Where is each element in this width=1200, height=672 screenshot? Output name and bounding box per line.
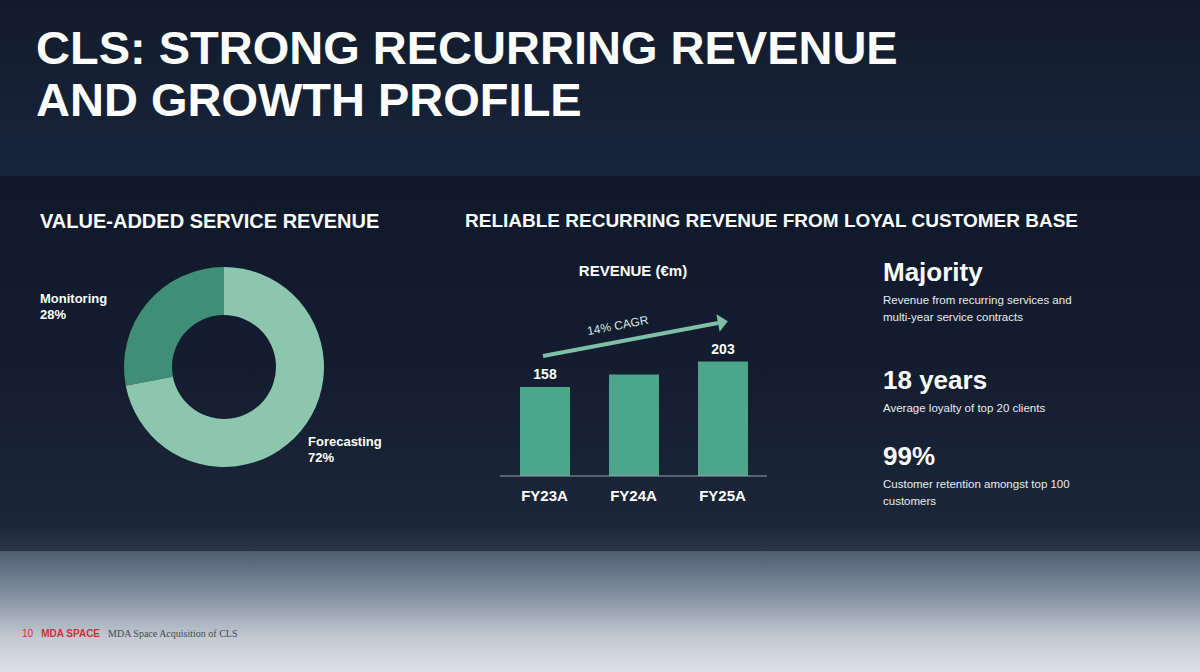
html-text:CLS: STRONG RECURRING REVENUE: CLS: STRONG RECURRING REVENUE [36,21,898,74]
html-text:RELIABLE RECURRING REVENUE FRO: RELIABLE RECURRING REVENUE FROM LOYAL CU… [465,210,1078,231]
html-text:Revenue from recurring service: Revenue from recurring services and mult… [883,294,1072,323]
html-text:AND GROWTH PROFILE: AND GROWTH PROFILE [36,73,582,126]
html-text:MDA Space Acquisition of CLS: MDA Space Acquisition of CLS [108,628,238,639]
html-text:Forecasting: Forecasting [308,434,382,449]
svg-text:FY25A: FY25A [699,487,746,504]
html-text:Monitoring: Monitoring [40,291,108,306]
svg-text:FY24A: FY24A [610,487,657,504]
html-text:Majority: Majority [883,257,983,287]
svg-text:158: 158 [533,366,557,382]
svg-text:14% CAGR: 14% CAGR [586,313,650,338]
html-text:28%: 28% [40,307,66,322]
html-text:18 years: 18 years [883,365,988,395]
html-text:VALUE-ADDED SERVICE REVENUE: VALUE-ADDED SERVICE REVENUE [40,210,380,232]
html-text:MDA SPACE: MDA SPACE [41,628,100,639]
html-text:10: 10 [22,628,34,639]
svg-text:203: 203 [711,341,735,357]
html-text:Customer retention amongst top: Customer retention amongst top 100 custo… [883,478,1070,507]
html-text:72%: 72% [308,450,334,465]
html-text:99%: 99% [883,441,935,471]
svg-text:FY23A: FY23A [521,487,568,504]
html-text:Average loyalty of top 20 clie: Average loyalty of top 20 clients [883,402,1046,414]
html-text:REVENUE (€m): REVENUE (€m) [578,262,688,279]
